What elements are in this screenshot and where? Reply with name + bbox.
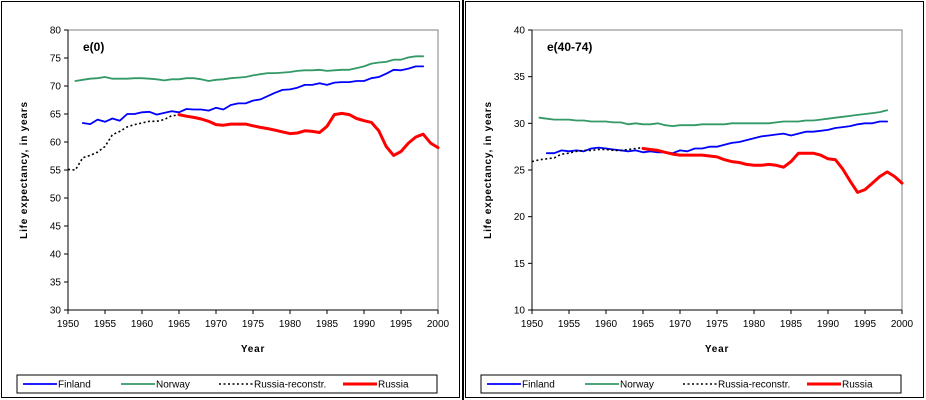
x-tick-label: 1975 — [706, 319, 729, 330]
panel-label: e(40-74) — [547, 40, 592, 54]
y-axis-title: Life expectancy, in years — [483, 101, 494, 239]
x-tick-label: 1990 — [353, 319, 376, 330]
x-tick-label: 1990 — [817, 319, 840, 330]
y-tick-label: 70 — [50, 82, 62, 93]
y-tick-label: 80 — [50, 26, 62, 37]
y-tick-label: 40 — [514, 26, 526, 37]
series-line-norway — [538, 109, 889, 127]
x-tick-label: 1960 — [595, 319, 618, 330]
y-tick-label: 35 — [50, 278, 62, 289]
x-tick-label: 1970 — [205, 319, 228, 330]
x-tick-label: 1965 — [632, 319, 655, 330]
legend-box — [480, 374, 902, 394]
chart-frame — [465, 1, 924, 398]
y-tick-label: 10 — [514, 306, 526, 317]
series-line-finland — [81, 65, 425, 125]
chart-panel-e0: 30 35 40 45 50 55 60 65 70 75 80 1950 1955 1960 1965 19… — [0, 0, 462, 400]
y-tick-label: 65 — [50, 110, 62, 121]
legend-label-russia-reconstr: Russia-reconstr. — [254, 380, 326, 391]
x-tick-label: 1995 — [390, 319, 413, 330]
y-tick-label: 35 — [514, 72, 526, 83]
plot-area — [531, 29, 903, 311]
y-tick-label: 45 — [50, 222, 62, 233]
series-line-russia — [177, 111, 440, 157]
legend-label-russia: Russia — [842, 380, 873, 391]
x-axis-title: Year — [705, 344, 729, 355]
y-tick-label: 60 — [50, 138, 62, 149]
x-tick-label: 1965 — [168, 319, 191, 330]
chart-frame — [1, 1, 460, 398]
y-tick-label: 30 — [50, 306, 62, 317]
y-tick-label: 75 — [50, 54, 62, 65]
x-axis-title: Year — [241, 344, 265, 355]
x-tick-label: 1980 — [743, 319, 766, 330]
plot-area — [67, 29, 439, 311]
y-tick-label: 30 — [514, 119, 526, 130]
legend-label-norway: Norway — [620, 380, 654, 391]
legend-label-russia: Russia — [378, 380, 409, 391]
chart-svg-e40-74: 10 15 20 25 30 35 40 1950 1955 1960 1965 1970 1975 19… — [480, 26, 914, 394]
x-tick-label: 1950 — [521, 319, 544, 330]
x-tick-label: 1960 — [131, 319, 154, 330]
series-line-norway — [74, 55, 425, 82]
legend-box — [16, 374, 438, 394]
x-tick-label: 1985 — [316, 319, 339, 330]
y-tick-label: 25 — [514, 166, 526, 177]
x-tick-label: 1970 — [669, 319, 692, 330]
series-line-russia-reconstr — [531, 146, 644, 163]
series-line-russia — [641, 147, 904, 194]
legend: Finland Norway Russia-reconstr. Russia — [16, 374, 438, 394]
series-line-finland — [545, 120, 889, 155]
panel-divider — [462, 0, 464, 400]
chart-svg-e0: 30 35 40 45 50 55 60 65 70 75 80 1950 1955 1960 1965 19… — [16, 26, 450, 394]
y-tick-label: 15 — [514, 259, 526, 270]
panel-label: e(0) — [83, 40, 104, 54]
y-axis-title: Life expectancy, in years — [19, 101, 30, 239]
legend-label-norway: Norway — [156, 380, 190, 391]
y-tick-label: 20 — [514, 212, 526, 223]
legend: Finland Norway Russia-reconstr. Russia — [480, 374, 902, 394]
series-line-russia-reconstr — [67, 114, 180, 171]
x-tick-label: 1995 — [854, 319, 877, 330]
y-tick-label: 50 — [50, 194, 62, 205]
x-tick-label: 1955 — [94, 319, 117, 330]
x-tick-label: 1955 — [558, 319, 581, 330]
legend-label-finland: Finland — [58, 380, 91, 391]
chart-panel-e40-74: 10 15 20 25 30 35 40 1950 1955 1960 1965 1970 1975 19… — [464, 0, 926, 400]
legend-label-finland: Finland — [522, 380, 555, 391]
x-tick-label: 1980 — [279, 319, 302, 330]
x-tick-label: 2000 — [891, 319, 914, 330]
y-tick-label: 55 — [50, 166, 62, 177]
x-tick-label: 2000 — [427, 319, 450, 330]
x-tick-label: 1950 — [57, 319, 80, 330]
x-tick-label: 1985 — [780, 319, 803, 330]
y-tick-label: 40 — [50, 250, 62, 261]
legend-label-russia-reconstr: Russia-reconstr. — [718, 380, 790, 391]
x-tick-label: 1975 — [242, 319, 265, 330]
